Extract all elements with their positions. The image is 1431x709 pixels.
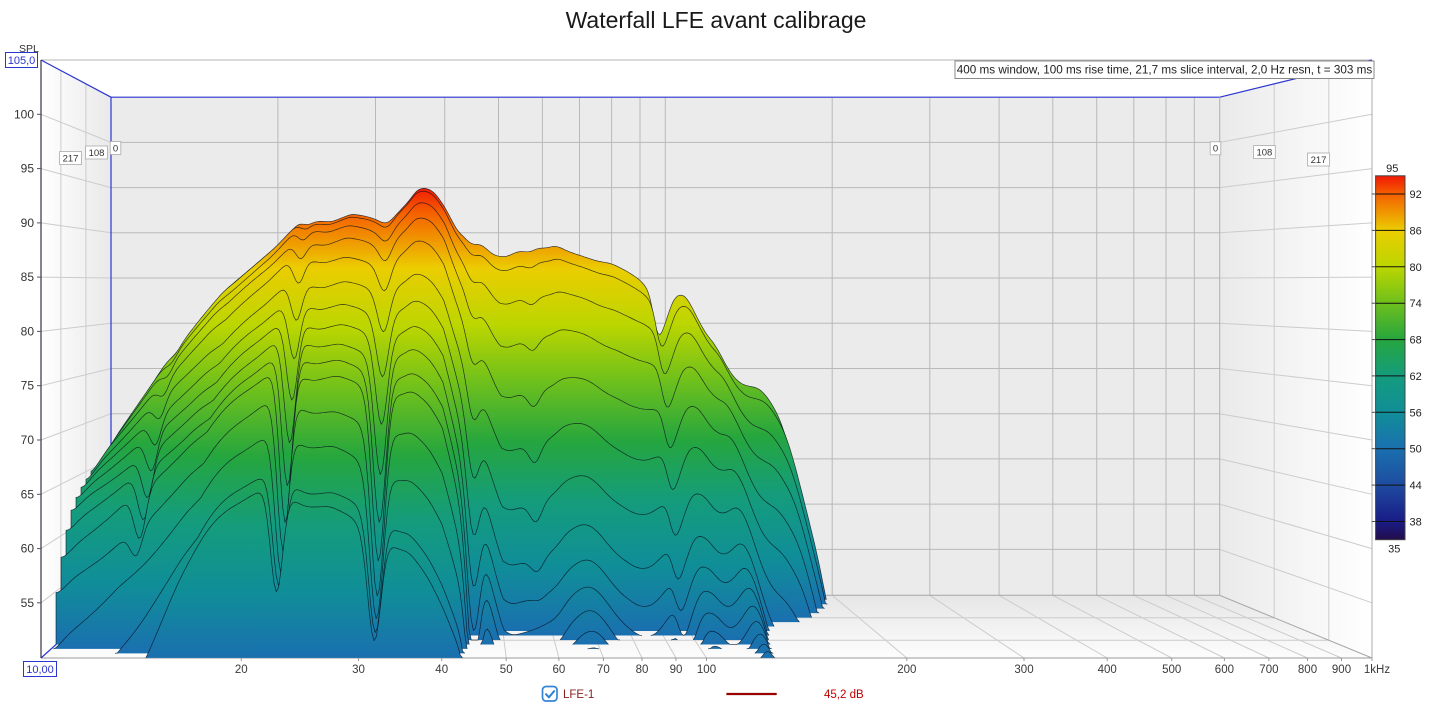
svg-text:90: 90 (21, 216, 35, 230)
svg-text:35: 35 (1388, 544, 1400, 556)
svg-text:56: 56 (1410, 407, 1422, 419)
svg-text:10,00: 10,00 (26, 664, 54, 676)
svg-text:74: 74 (1410, 298, 1422, 310)
svg-text:Waterfall LFE avant calibrage: Waterfall LFE avant calibrage (566, 7, 867, 33)
svg-text:217: 217 (63, 153, 79, 164)
svg-text:38: 38 (1410, 517, 1422, 529)
svg-text:95: 95 (1386, 163, 1398, 175)
svg-text:900: 900 (1332, 664, 1351, 676)
svg-text:108: 108 (89, 148, 105, 159)
svg-text:300: 300 (1014, 664, 1033, 676)
svg-text:40: 40 (435, 664, 448, 676)
svg-text:400: 400 (1098, 664, 1117, 676)
svg-text:20: 20 (235, 664, 248, 676)
svg-text:400 ms window, 100 ms rise tim: 400 ms window, 100 ms rise time, 21,7 ms… (957, 64, 1373, 77)
svg-text:44: 44 (1410, 480, 1422, 492)
svg-text:80: 80 (636, 664, 649, 676)
svg-text:95: 95 (21, 162, 35, 176)
svg-text:90: 90 (670, 664, 683, 676)
svg-text:500: 500 (1162, 664, 1181, 676)
svg-text:700: 700 (1259, 664, 1278, 676)
svg-text:60: 60 (21, 542, 35, 556)
svg-text:100: 100 (697, 664, 716, 676)
svg-text:85: 85 (21, 270, 35, 284)
svg-text:0: 0 (113, 143, 118, 154)
svg-text:200: 200 (897, 664, 916, 676)
svg-text:62: 62 (1410, 371, 1422, 383)
svg-text:600: 600 (1215, 664, 1234, 676)
svg-text:60: 60 (553, 664, 566, 676)
svg-text:65: 65 (21, 487, 35, 501)
svg-text:70: 70 (21, 433, 35, 447)
svg-text:92: 92 (1410, 189, 1422, 201)
svg-text:0: 0 (1213, 144, 1218, 155)
svg-text:70: 70 (597, 664, 610, 676)
svg-text:50: 50 (1410, 444, 1422, 456)
svg-text:45,2 dB: 45,2 dB (824, 689, 864, 701)
svg-text:80: 80 (21, 324, 35, 338)
svg-text:30: 30 (352, 664, 365, 676)
svg-text:105,0: 105,0 (8, 55, 36, 67)
svg-text:LFE-1: LFE-1 (563, 689, 594, 701)
svg-text:217: 217 (1311, 155, 1327, 166)
svg-text:86: 86 (1410, 225, 1422, 237)
svg-text:55: 55 (21, 596, 35, 610)
svg-text:108: 108 (1256, 148, 1272, 159)
svg-text:800: 800 (1298, 664, 1317, 676)
svg-text:80: 80 (1410, 262, 1422, 274)
svg-text:100: 100 (14, 107, 34, 121)
svg-text:50: 50 (500, 664, 513, 676)
svg-text:1kHz: 1kHz (1364, 664, 1390, 676)
svg-text:75: 75 (21, 379, 35, 393)
svg-text:68: 68 (1410, 335, 1422, 347)
